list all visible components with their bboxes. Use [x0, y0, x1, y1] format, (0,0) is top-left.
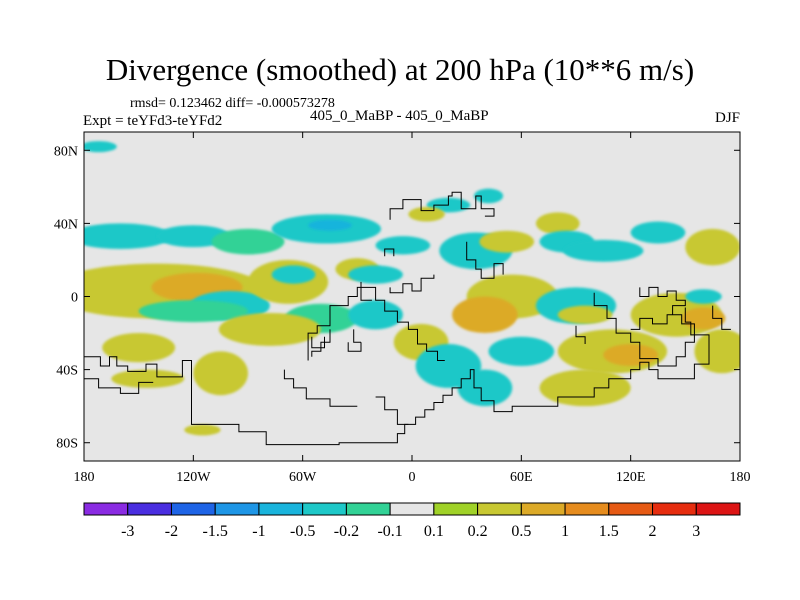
legend-swatch-4 — [258, 502, 304, 516]
legend-swatch-5 — [302, 502, 347, 516]
legend-swatch-13 — [652, 502, 697, 516]
field-region-2 — [156, 225, 230, 248]
field-region-22 — [408, 206, 445, 222]
legend-label-2: -1.5 — [203, 523, 228, 540]
legend-swatch-3 — [214, 502, 260, 516]
field-region-18 — [193, 351, 249, 396]
coastline-17 — [347, 342, 362, 352]
legend-swatch-1 — [127, 502, 172, 516]
field-region-30 — [685, 228, 740, 266]
coastline-4 — [375, 396, 409, 425]
legend-swatch-0 — [83, 502, 129, 516]
case-label: 405_0_MaBP - 405_0_MaBP — [310, 108, 489, 124]
rmsd-diff-stats: rmsd= 0.123462 diff= -0.000573278 — [130, 96, 335, 111]
coastline-0 — [84, 307, 710, 446]
x-tick-label-6: 180 — [730, 470, 751, 485]
field-region-13 — [218, 312, 321, 346]
chart-title: Divergence (smoothed) at 200 hPa (10**6 … — [105, 52, 695, 87]
field-region-25 — [479, 230, 535, 253]
legend-swatch-12 — [608, 502, 654, 516]
field-region-20 — [184, 424, 221, 436]
field-region-34 — [557, 305, 613, 324]
field-region-26 — [535, 212, 580, 235]
legend-label-10: 1 — [561, 523, 569, 540]
coastline-3 — [389, 191, 495, 220]
legend-label-5: -0.2 — [334, 523, 359, 540]
field-region-45 — [685, 289, 722, 304]
legend-label-13: 3 — [692, 523, 700, 540]
field-layer — [84, 141, 740, 436]
y-tick-label-3: 40S — [56, 364, 78, 379]
coastline-5 — [283, 369, 358, 407]
field-region-28 — [563, 239, 644, 262]
legend-label-11: 1.5 — [599, 523, 619, 540]
field-region-15 — [348, 265, 403, 284]
field-region-0 — [84, 141, 117, 153]
y-tick-label-0: 80N — [54, 144, 78, 159]
coastline-6 — [311, 329, 331, 357]
field-region-16 — [348, 300, 403, 330]
experiment-label: Expt = teYFd3-teYFd2 — [83, 113, 223, 129]
legend-swatch-2 — [170, 502, 216, 516]
coastline-layer — [84, 191, 731, 446]
field-region-29 — [630, 221, 686, 244]
x-tick-label-4: 60E — [510, 470, 533, 485]
x-tick-label-3: 0 — [409, 470, 416, 485]
legend-swatch-14 — [695, 502, 741, 516]
x-tick-label-2: 60W — [289, 470, 317, 485]
legend-label-8: 0.2 — [468, 523, 488, 540]
y-tick-label-4: 80S — [56, 437, 78, 452]
coastline-13 — [384, 248, 395, 257]
coastline-16 — [360, 281, 372, 301]
legend-swatch-11 — [564, 502, 610, 516]
axes-layer: 180 120W 60W 0 60E 120E 180 80N 40N 0 40S 80S — [54, 132, 751, 485]
legend-swatch-9 — [477, 502, 522, 516]
field-region-17 — [102, 333, 176, 363]
coastline-10 — [639, 286, 686, 315]
legend-label-3: -1 — [252, 523, 265, 540]
field-region-3 — [211, 228, 285, 255]
coastline-9 — [593, 292, 695, 367]
legend-swatch-7 — [389, 502, 435, 516]
field-region-43 — [539, 369, 631, 407]
legend-label-0: -3 — [121, 523, 134, 540]
y-tick-label-1: 40N — [54, 217, 78, 232]
legend-label-12: 2 — [649, 523, 657, 540]
legend-label-7: 0.1 — [424, 523, 444, 540]
coastline-15 — [311, 336, 325, 349]
coastline-7 — [389, 274, 435, 294]
y-tick-label-2: 0 — [71, 291, 78, 306]
legend-label-4: -0.5 — [290, 523, 315, 540]
legend-label-6: -0.1 — [377, 523, 402, 540]
legend-swatch-10 — [520, 502, 566, 516]
legend-swatch-8 — [433, 502, 479, 516]
field-region-11 — [271, 265, 316, 284]
x-tick-label-1: 120W — [176, 470, 211, 485]
field-region-42 — [457, 369, 513, 407]
legend-label-9: 0.5 — [511, 523, 531, 540]
coastline-14 — [353, 329, 361, 343]
color-legend: -3 -2 -1.5 -1 -0.5 -0.2 -0.1 0.1 0.2 0.5 1 1.5 2 3 — [83, 502, 741, 540]
coastline-2 — [307, 286, 445, 361]
coastline-8 — [466, 241, 504, 279]
field-region-1 — [84, 223, 172, 249]
x-tick-label-0: 180 — [74, 470, 95, 485]
coastline-12 — [712, 305, 731, 330]
coastline-11 — [575, 325, 586, 344]
season-label: DJF — [714, 110, 740, 126]
field-region-9 — [138, 300, 248, 323]
coastline-1 — [84, 378, 154, 394]
field-region-19 — [111, 369, 185, 388]
field-region-46 — [375, 236, 431, 255]
field-region-32 — [452, 296, 518, 334]
field-region-38 — [603, 344, 659, 366]
field-region-44 — [694, 329, 740, 374]
legend-swatch-6 — [345, 502, 391, 516]
x-tick-label-5: 120E — [616, 470, 646, 485]
field-region-41 — [488, 336, 555, 366]
legend-label-1: -2 — [165, 523, 178, 540]
field-region-5 — [308, 219, 352, 231]
